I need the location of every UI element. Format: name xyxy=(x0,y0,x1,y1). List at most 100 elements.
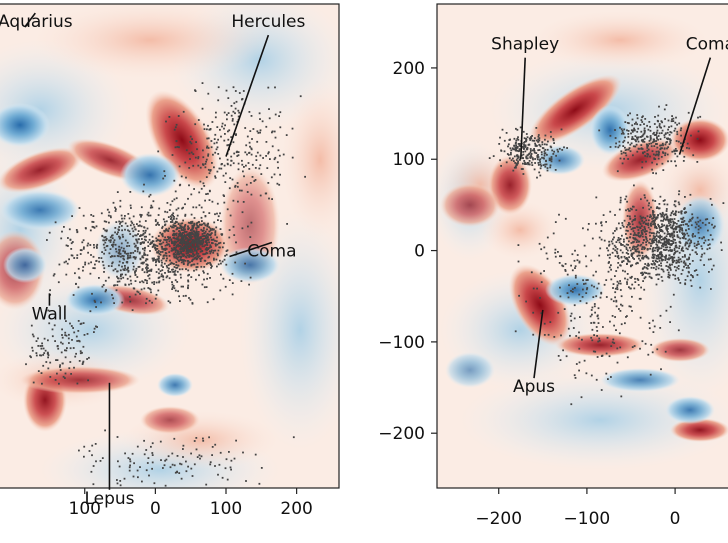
left-galaxy-dot xyxy=(72,327,74,329)
right-galaxy-dot xyxy=(646,155,649,158)
left-galaxy-dot xyxy=(278,115,280,117)
left-galaxy-dot xyxy=(72,347,75,349)
right-galaxy-dot xyxy=(655,241,658,243)
right-galaxy-dot xyxy=(626,281,628,283)
left-galaxy-dot xyxy=(237,115,240,118)
left-galaxy-dot xyxy=(187,234,189,236)
right-galaxy-dot xyxy=(655,232,658,235)
right-galaxy-dot xyxy=(660,156,663,158)
left-galaxy-dot xyxy=(172,234,174,236)
right-galaxy-dot xyxy=(515,127,517,130)
left-galaxy-dot xyxy=(205,483,208,486)
left-galaxy-dot xyxy=(112,243,115,246)
left-galaxy-dot xyxy=(194,123,197,126)
right-galaxy-dot xyxy=(577,336,580,339)
left-galaxy-dot xyxy=(163,170,166,173)
left-galaxy-dot xyxy=(169,215,172,218)
right-galaxy-dot xyxy=(576,254,579,256)
left-galaxy-dot xyxy=(105,230,108,233)
left-galaxy-dot xyxy=(189,158,191,160)
left-galaxy-dot xyxy=(142,233,145,235)
right-galaxy-dot xyxy=(673,218,676,220)
right-galaxy-dot xyxy=(542,164,545,166)
left-galaxy-dot xyxy=(151,206,154,209)
right-galaxy-dot xyxy=(538,159,541,162)
right-galaxy-dot xyxy=(661,255,664,258)
right-galaxy-dot xyxy=(679,258,682,261)
left-galaxy-dot xyxy=(202,229,205,232)
left-galaxy-dot xyxy=(186,237,189,240)
right-galaxy-dot xyxy=(574,377,577,379)
right-galaxy-dot xyxy=(652,213,654,216)
right-galaxy-dot xyxy=(654,223,656,225)
left-galaxy-dot xyxy=(151,461,154,464)
right-galaxy-dot xyxy=(644,223,647,225)
left-galaxy-dot xyxy=(249,276,252,279)
right-galaxy-dot xyxy=(665,248,668,251)
left-galaxy-dot xyxy=(160,245,163,248)
left-galaxy-dot xyxy=(212,298,215,301)
right-galaxy-dot xyxy=(578,331,580,334)
right-galaxy-dot xyxy=(658,105,660,108)
right-galaxy-dot xyxy=(651,168,653,171)
right-galaxy-dot xyxy=(545,159,547,162)
left-galaxy-dot xyxy=(126,268,128,271)
right-galaxy-dot xyxy=(591,237,594,240)
right-galaxy-dot xyxy=(663,134,666,137)
left-galaxy-dot xyxy=(116,233,118,235)
right-galaxy-dot xyxy=(590,309,593,311)
right-galaxy-dot xyxy=(710,288,712,290)
left-galaxy-dot xyxy=(173,271,176,273)
right-galaxy-dot xyxy=(617,266,619,269)
left-galaxy-dot xyxy=(144,231,147,234)
left-galaxy-dot xyxy=(171,219,174,222)
right-galaxy-dot xyxy=(543,334,546,336)
left-galaxy-dot xyxy=(201,250,204,252)
right-galaxy-dot xyxy=(641,252,644,254)
left-galaxy-dot xyxy=(113,239,116,242)
left-galaxy-dot xyxy=(191,235,194,238)
right-galaxy-dot xyxy=(639,215,642,218)
right-galaxy-dot xyxy=(661,223,663,226)
left-galaxy-dot xyxy=(203,232,206,235)
right-galaxy-dot xyxy=(669,214,672,217)
left-galaxy-dot xyxy=(160,273,163,276)
left-galaxy-dot xyxy=(30,356,32,359)
left-galaxy-dot xyxy=(184,224,186,227)
right-galaxy-dot xyxy=(546,153,548,156)
left-galaxy-dot xyxy=(217,215,220,218)
left-galaxy-dot xyxy=(60,341,62,344)
left-galaxy-dot xyxy=(124,215,126,217)
right-galaxy-dot xyxy=(683,235,685,238)
left-galaxy-dot xyxy=(182,235,185,238)
left-galaxy-dot xyxy=(142,262,144,265)
right-galaxy-dot xyxy=(673,129,676,132)
right-galaxy-dot xyxy=(561,149,564,151)
right-galaxy-dot xyxy=(655,274,658,276)
right-galaxy-dot xyxy=(676,235,679,238)
left-galaxy-dot xyxy=(175,208,178,211)
left-galaxy-dot xyxy=(191,224,194,227)
left-galaxy-dot xyxy=(124,452,126,455)
left-galaxy-dot xyxy=(199,248,202,251)
left-galaxy-dot xyxy=(227,130,229,133)
right-galaxy-dot xyxy=(682,221,685,223)
left-galaxy-dot xyxy=(136,223,138,225)
left-galaxy-dot xyxy=(271,145,274,148)
left-annotation-label: Lepus xyxy=(84,489,134,509)
left-galaxy-dot xyxy=(273,173,276,176)
left-galaxy-dot xyxy=(206,241,208,244)
right-galaxy-dot xyxy=(651,240,653,243)
right-galaxy-dot xyxy=(707,239,710,241)
right-galaxy-dot xyxy=(620,150,623,153)
right-galaxy-dot xyxy=(617,282,620,285)
right-galaxy-dot xyxy=(628,260,631,263)
right-galaxy-dot xyxy=(529,151,532,154)
left-galaxy-dot xyxy=(146,270,149,273)
left-galaxy-dot xyxy=(159,243,162,246)
left-galaxy-dot xyxy=(160,275,163,278)
left-galaxy-dot xyxy=(114,231,116,234)
right-galaxy-dot xyxy=(662,200,665,202)
right-galaxy-dot xyxy=(624,136,626,139)
left-galaxy-dot xyxy=(196,222,199,224)
